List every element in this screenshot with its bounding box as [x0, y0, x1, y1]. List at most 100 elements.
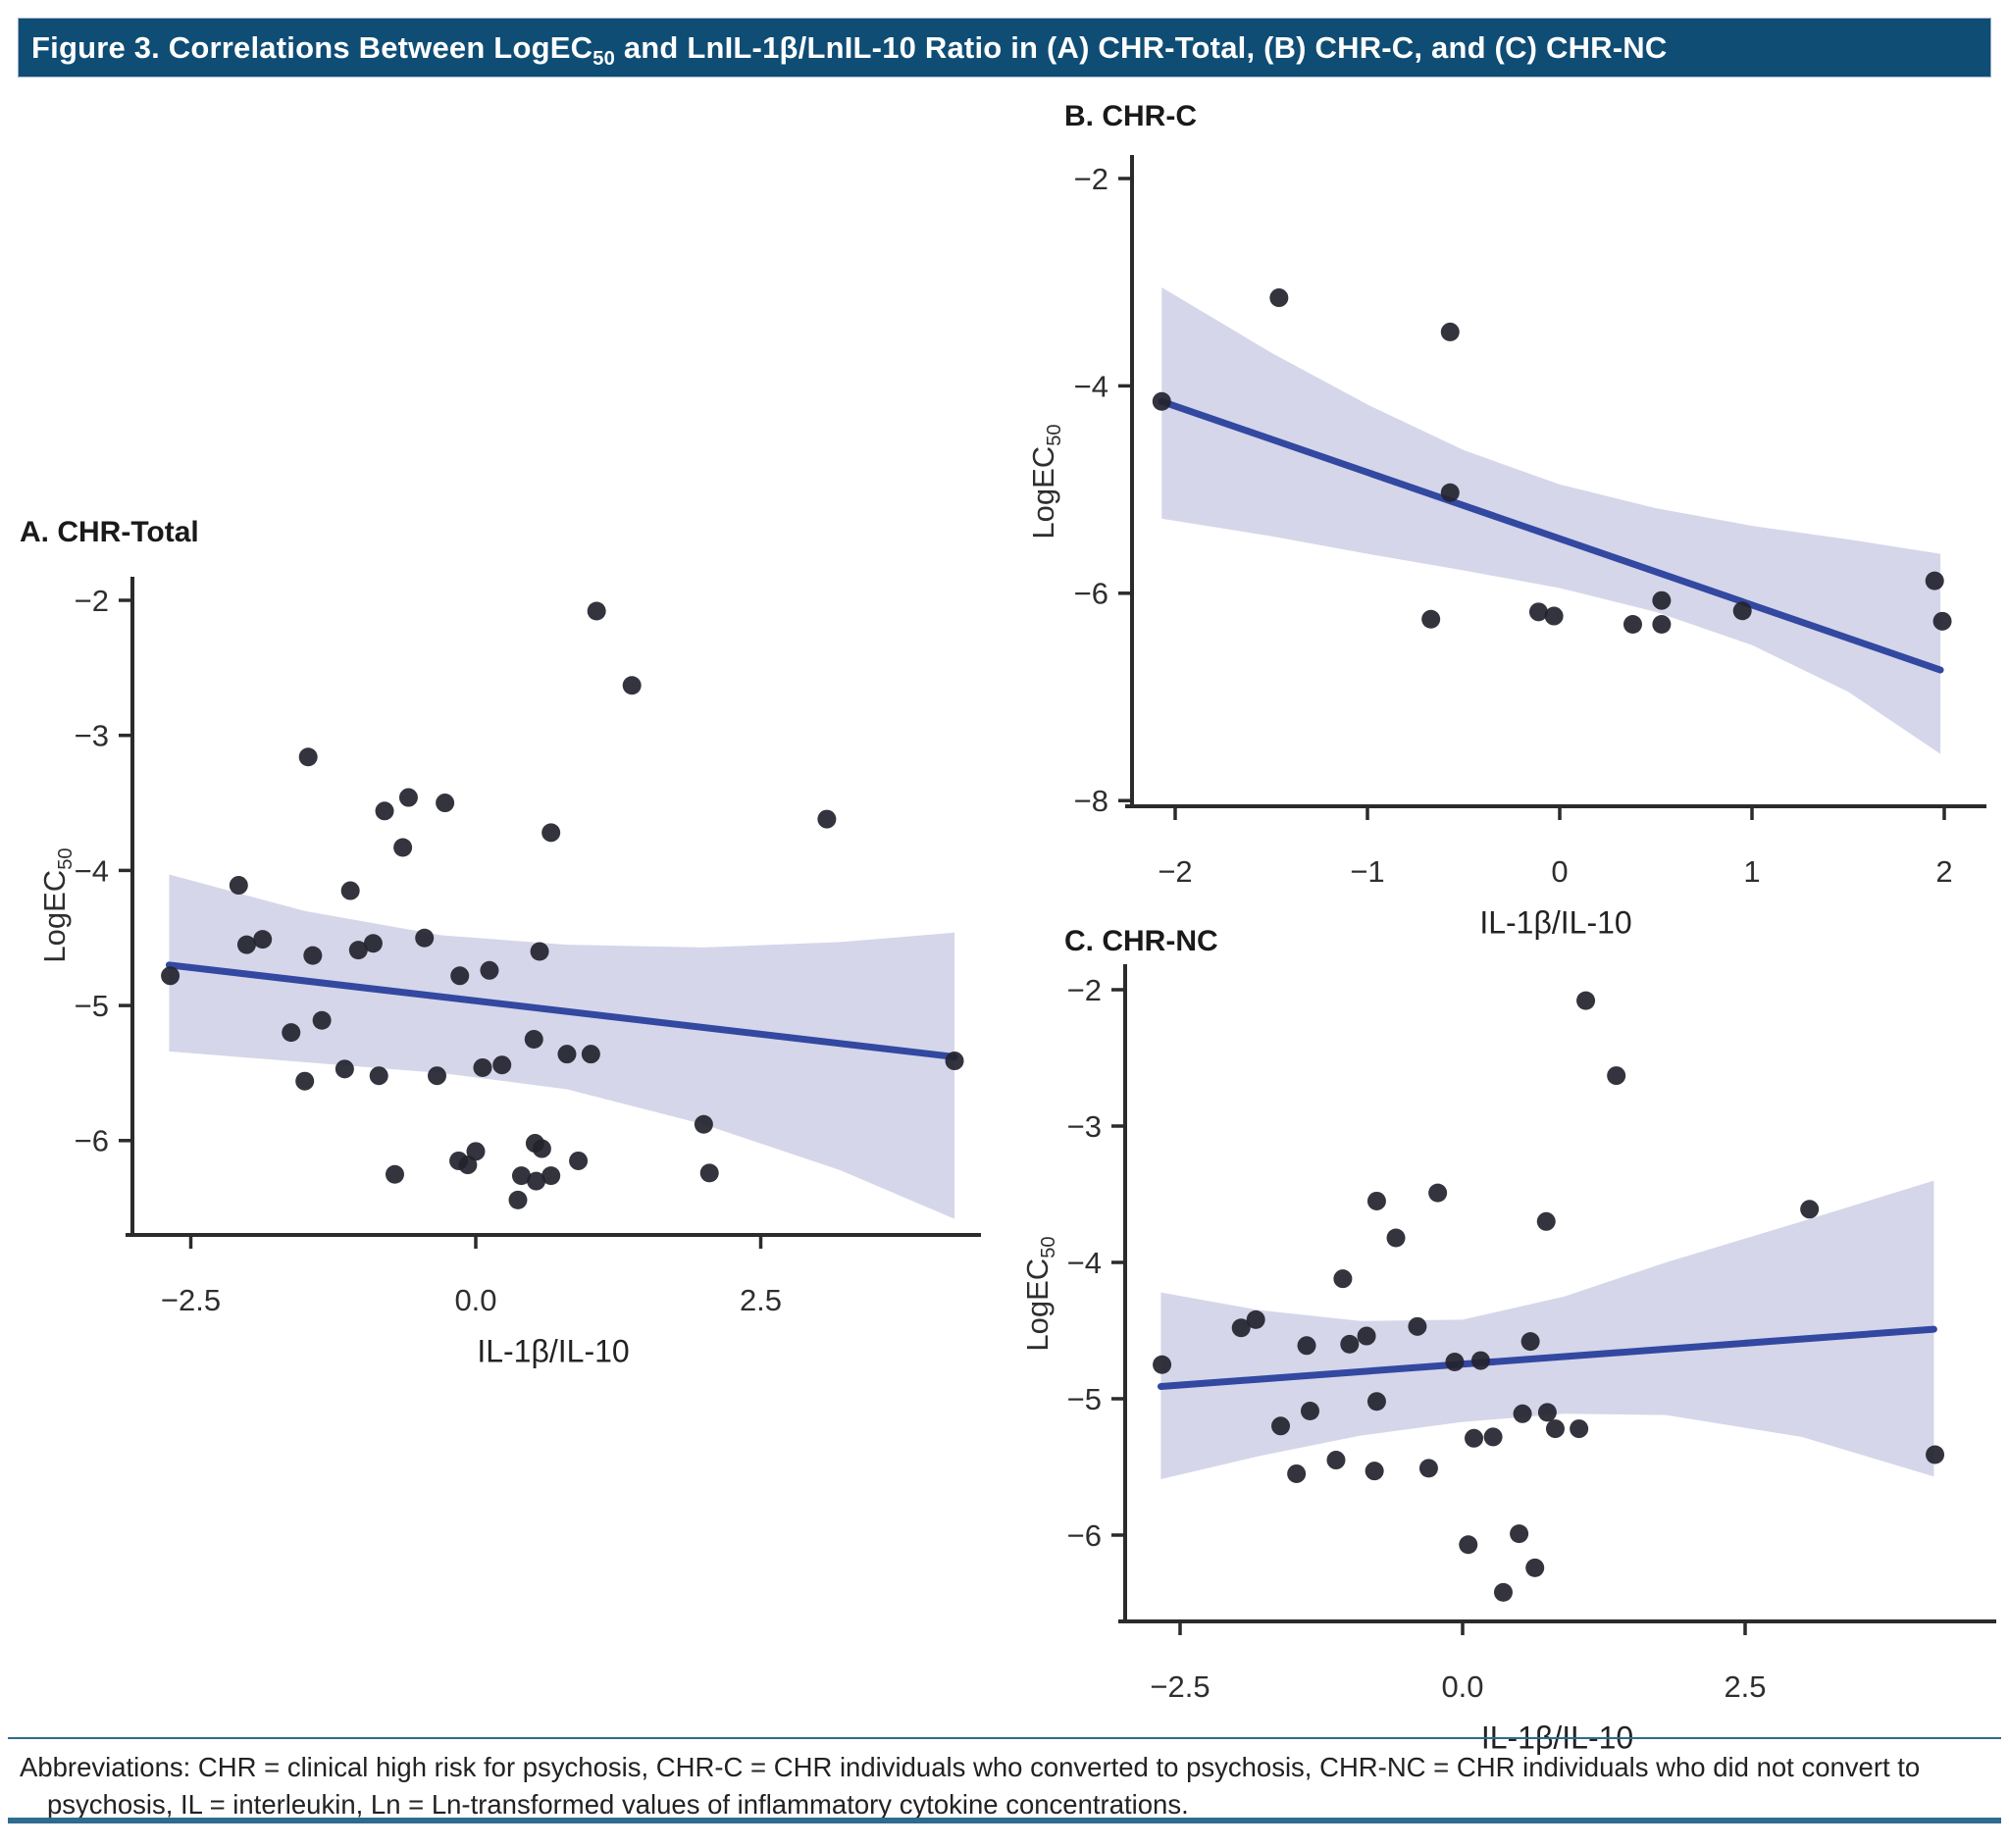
y-tick-label: −6	[75, 1124, 109, 1158]
data-point	[1440, 483, 1460, 502]
data-point	[363, 934, 383, 953]
abbreviations-note: Abbreviations: CHR = clinical high risk …	[20, 1752, 1921, 1820]
footer-bottom-rule	[8, 1818, 2001, 1823]
data-point	[335, 1059, 354, 1079]
x-tick-label: 2.5	[740, 1283, 782, 1317]
data-point	[1800, 1200, 1820, 1219]
data-point	[253, 930, 273, 950]
panel-c-title: C. CHR-NC	[1064, 925, 1218, 957]
y-tick-label: −5	[1067, 1382, 1102, 1416]
data-point	[530, 942, 549, 961]
data-point	[1269, 288, 1289, 308]
data-point	[466, 1142, 486, 1161]
data-point	[1366, 1392, 1386, 1412]
data-point	[236, 935, 256, 954]
data-point	[1333, 1269, 1353, 1289]
data-point	[1408, 1316, 1427, 1336]
data-point	[1528, 602, 1548, 622]
y-tick-label: −6	[1067, 1518, 1102, 1553]
data-point	[385, 1164, 404, 1184]
x-tick-label: −2	[1158, 854, 1192, 889]
data-point	[298, 747, 318, 767]
data-point	[581, 1045, 600, 1064]
data-point	[508, 1190, 528, 1209]
data-point	[1153, 1355, 1172, 1374]
data-point	[1607, 1066, 1626, 1086]
data-point	[1418, 1459, 1438, 1478]
footer-top-rule	[8, 1737, 2001, 1739]
x-tick-label: 0.0	[1441, 1669, 1483, 1704]
data-point	[1152, 391, 1171, 411]
y-tick-label: −2	[75, 584, 109, 618]
confidence-band	[1160, 1180, 1934, 1480]
data-point	[1925, 571, 1944, 590]
data-point	[393, 838, 413, 857]
data-point	[1271, 1416, 1291, 1436]
data-point	[282, 1023, 301, 1043]
data-point	[1483, 1427, 1503, 1447]
y-tick-label: −2	[1067, 973, 1102, 1007]
data-point	[1545, 1419, 1565, 1439]
data-point	[375, 801, 394, 821]
x-axis-label: IL-1β/IL-10	[1479, 905, 1631, 941]
data-point	[492, 1055, 512, 1075]
y-tick-label: −8	[1074, 784, 1108, 818]
data-point	[587, 601, 606, 621]
data-point	[295, 1071, 315, 1091]
x-tick-label: 2	[1935, 854, 1952, 889]
data-point	[1493, 1582, 1513, 1602]
panel-b-title: B. CHR-C	[1064, 100, 1197, 132]
data-point	[229, 876, 248, 896]
data-point	[1440, 322, 1460, 341]
figure-title: Figure 3. Correlations Between LogEC50 a…	[31, 29, 1668, 70]
data-point	[348, 941, 368, 960]
data-point	[398, 788, 418, 807]
regression-line	[165, 961, 958, 1060]
data-point	[694, 1114, 713, 1134]
data-point	[557, 1045, 577, 1064]
x-tick-label: 0	[1551, 854, 1568, 889]
panel-c-plot: −2−3−4−5−6−2.5 0.0 2.5IL-1β/IL-10	[1067, 964, 1996, 1756]
data-point	[450, 966, 470, 986]
data-point	[1465, 1428, 1484, 1448]
confidence-band	[1161, 286, 1941, 754]
data-point	[569, 1151, 589, 1170]
x-axis-label: IL-1β/IL-10	[477, 1334, 629, 1369]
data-point	[312, 1010, 332, 1030]
data-point	[622, 676, 642, 695]
data-point	[699, 1163, 719, 1183]
data-point	[1652, 590, 1672, 610]
data-point	[1246, 1309, 1265, 1329]
data-point	[1932, 611, 1952, 631]
data-point	[436, 794, 455, 813]
data-point	[369, 1066, 388, 1086]
y-tick-label: −6	[1074, 577, 1108, 611]
data-point	[541, 1166, 561, 1186]
data-point	[458, 1155, 478, 1175]
data-point	[427, 1066, 446, 1086]
x-tick-label: −2.5	[1150, 1669, 1210, 1704]
regression-line	[1157, 1325, 1937, 1390]
data-point	[480, 960, 499, 980]
panel-b-plot: −2 −4 −6 −8 −2 −1 0 1 2 IL-1β/IL-10	[1074, 155, 1986, 941]
data-point	[1365, 1462, 1384, 1481]
data-point	[1386, 1228, 1406, 1248]
data-point	[1623, 615, 1642, 635]
data-point	[1357, 1326, 1376, 1346]
data-point	[1459, 1535, 1478, 1555]
x-tick-label: 0.0	[454, 1283, 496, 1317]
panel-a-title: A. CHR-Total	[20, 516, 199, 548]
data-point	[1421, 609, 1441, 629]
data-point	[1576, 991, 1596, 1010]
x-tick-label: −1	[1350, 854, 1384, 889]
data-point	[1536, 1211, 1556, 1231]
regression-line	[1158, 397, 1944, 674]
data-point	[1340, 1334, 1360, 1354]
title-subscript: 50	[592, 47, 615, 70]
y-tick-label: −4	[75, 853, 109, 888]
data-point	[473, 1057, 492, 1077]
data-point	[1525, 1558, 1545, 1577]
data-point	[1513, 1404, 1532, 1423]
data-point	[527, 1171, 546, 1191]
